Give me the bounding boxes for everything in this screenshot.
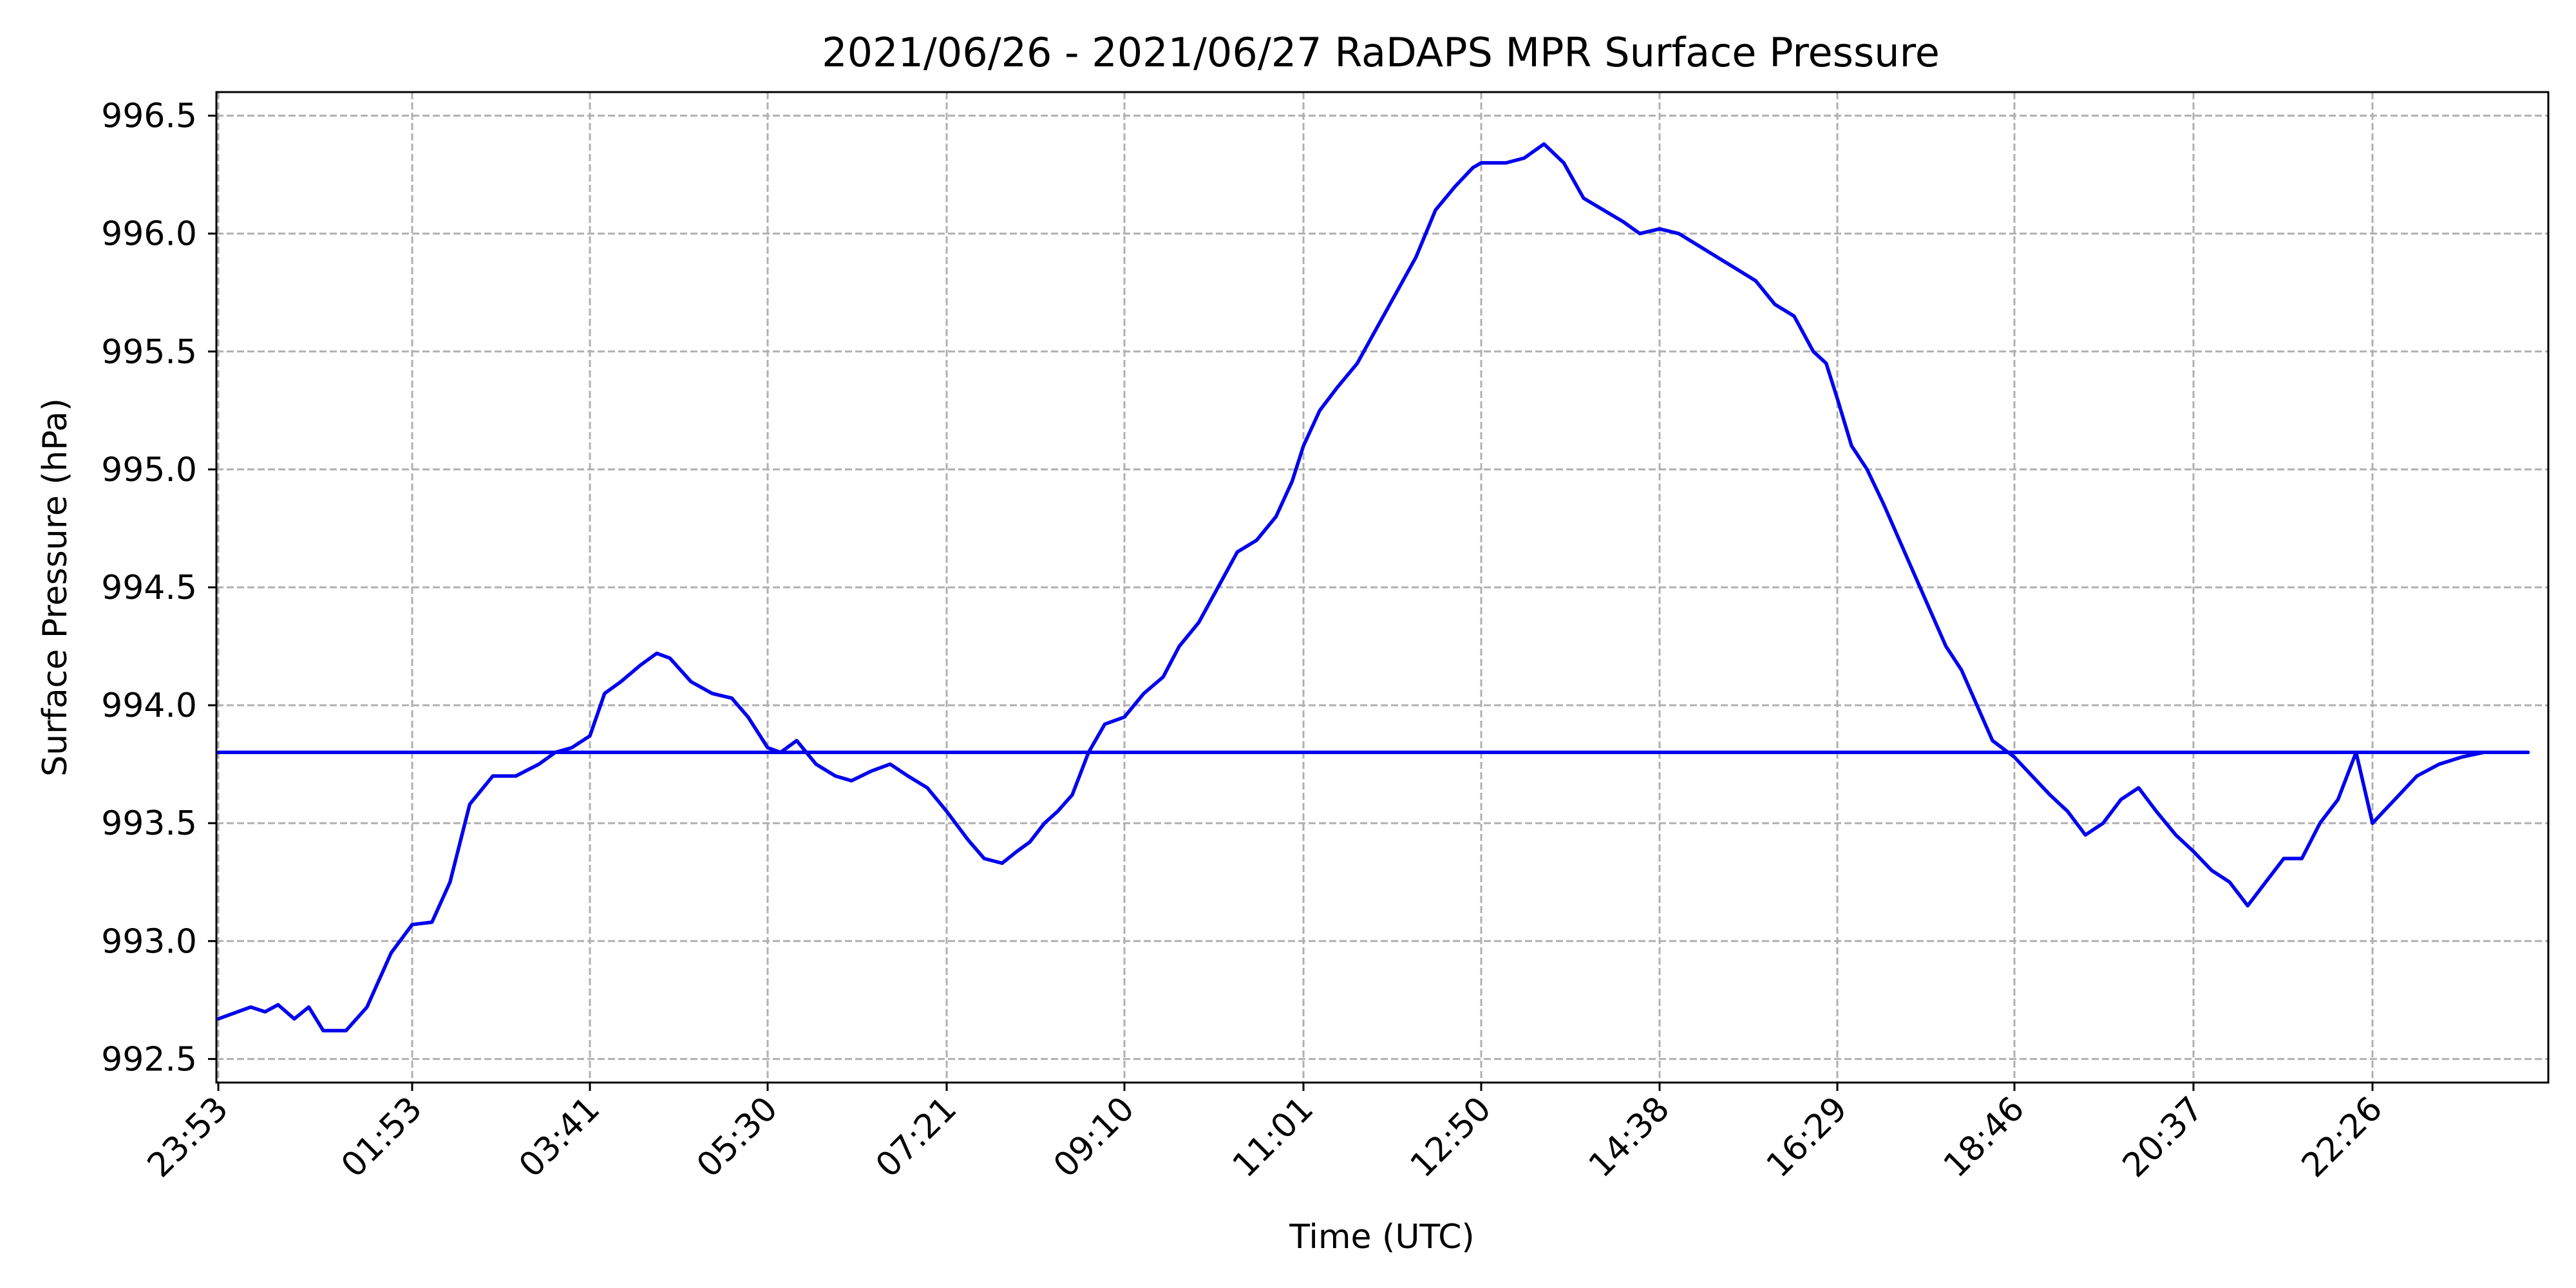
y-tick-label: 993.0 <box>101 922 197 961</box>
chart-title: 2021/06/26 - 2021/06/27 RaDAPS MPR Surfa… <box>822 29 1940 76</box>
series-line <box>216 142 2530 1033</box>
series-layer <box>216 142 2530 1033</box>
y-tick-label: 993.5 <box>101 804 197 843</box>
y-tick-label: 996.0 <box>101 215 197 254</box>
y-tick-label: 995.5 <box>101 333 197 372</box>
y-tick-label: 994.0 <box>101 687 197 725</box>
y-tick-label: 994.5 <box>101 569 197 607</box>
y-tick-label: 996.5 <box>101 97 197 136</box>
y-tick-label: 992.5 <box>101 1040 197 1079</box>
y-axis: 992.5 993.0 993.5 994.0 994.5 995.0 995.5 996.0… <box>101 97 216 1079</box>
y-axis-label: Surface Pressure (hPa) <box>36 398 75 777</box>
x-axis-label: Time (UTC) <box>1289 1218 1474 1256</box>
grid-lines <box>216 92 2548 1083</box>
y-tick-label: 995.0 <box>101 451 197 489</box>
